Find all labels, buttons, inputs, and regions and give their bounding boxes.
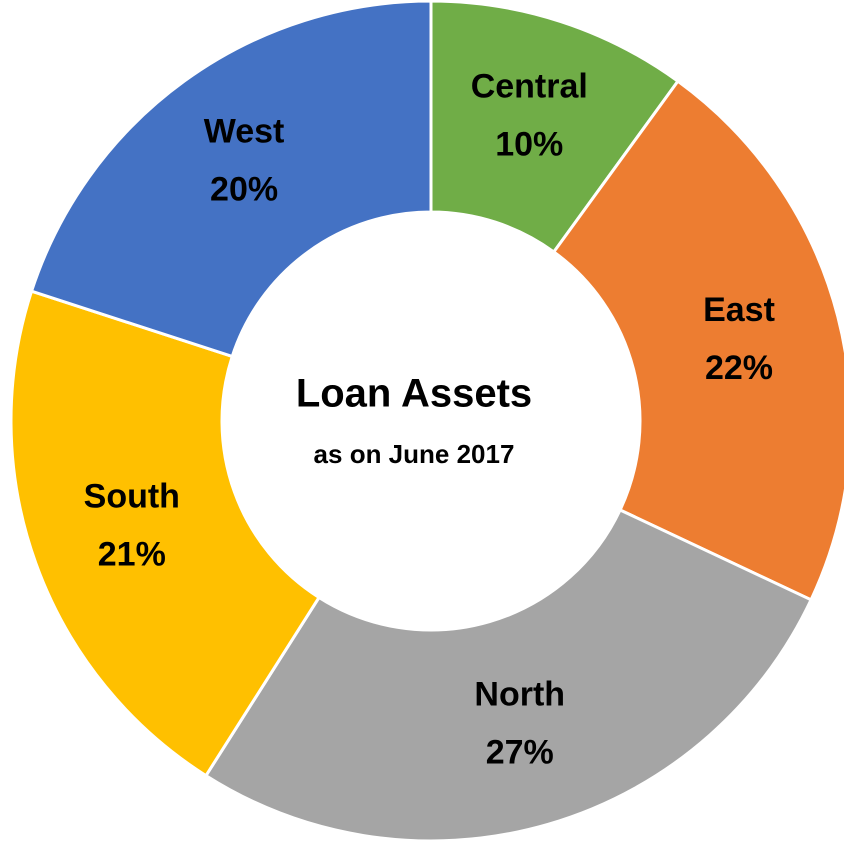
slice-value-label: 22% bbox=[705, 349, 773, 387]
slice-value-label: 27% bbox=[486, 733, 554, 771]
slice-name: South bbox=[84, 478, 180, 516]
slice bbox=[29, 0, 433, 359]
slice bbox=[9, 289, 322, 778]
slice-name: West bbox=[204, 113, 285, 151]
slice-value-label: 21% bbox=[98, 536, 166, 574]
slice-value-label: 10% bbox=[495, 126, 563, 164]
slice-name: North bbox=[474, 675, 565, 713]
slices bbox=[9, 0, 844, 843]
slice bbox=[429, 0, 680, 255]
chart-subtitle: as on June 2017 bbox=[314, 439, 515, 469]
chart-title: Loan Assets bbox=[296, 372, 532, 416]
slice-name: East bbox=[703, 291, 775, 329]
slice-name: Central bbox=[471, 68, 588, 106]
slice bbox=[203, 507, 814, 843]
slice-value-label: 20% bbox=[210, 171, 278, 209]
slice bbox=[551, 79, 844, 602]
